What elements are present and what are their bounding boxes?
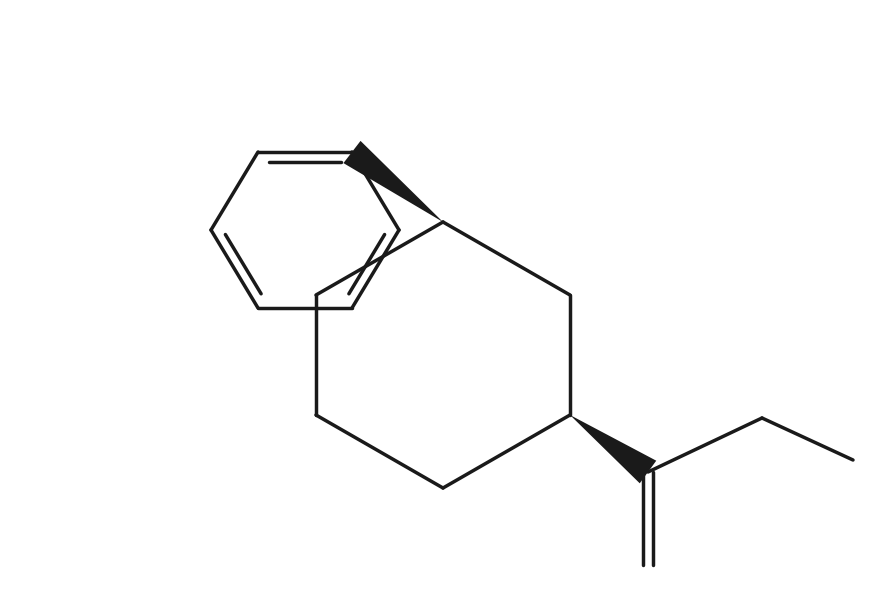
Polygon shape (570, 415, 657, 484)
Polygon shape (344, 141, 443, 222)
